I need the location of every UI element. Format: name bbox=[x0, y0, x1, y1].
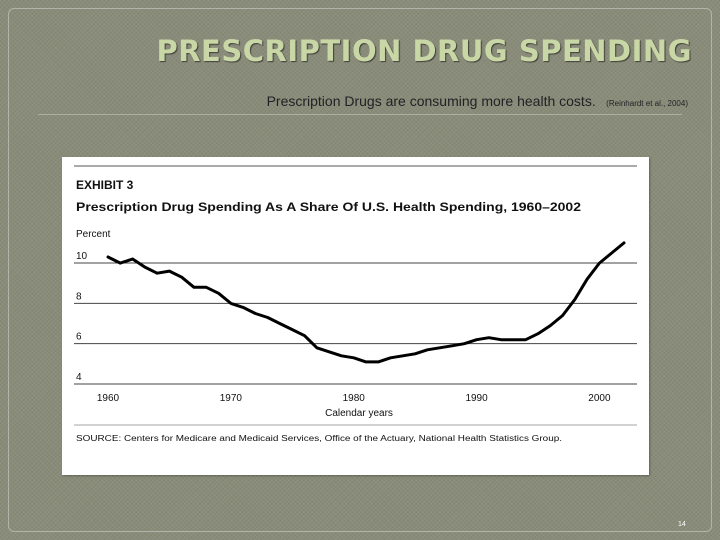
x-tick-labels: 1960 1970 1980 1990 2000 bbox=[97, 393, 611, 404]
x-tick-label: 1990 bbox=[465, 393, 488, 404]
subtitle-row: Prescription Drugs are consuming more he… bbox=[267, 93, 688, 111]
slide-number: 14 bbox=[678, 521, 686, 528]
x-tick-label: 1970 bbox=[220, 393, 243, 404]
y-tick-label: 4 bbox=[76, 372, 82, 383]
y-axis-label: Percent bbox=[76, 229, 111, 240]
chart-title: Prescription Drug Spending As A Share Of… bbox=[76, 200, 581, 214]
y-tick-label: 10 bbox=[76, 251, 88, 262]
title-divider bbox=[38, 114, 682, 115]
gridlines bbox=[74, 262, 637, 385]
x-axis-label: Calendar years bbox=[325, 408, 393, 419]
citation: (Reinhardt et al., 2004) bbox=[606, 99, 688, 108]
exhibit-label: EXHIBIT 3 bbox=[76, 178, 134, 192]
y-tick-labels: 10 8 6 4 bbox=[76, 251, 88, 383]
x-tick-label: 2000 bbox=[588, 393, 611, 404]
slide-title: PRESCRIPTION DRUG SPENDING bbox=[156, 34, 692, 68]
line-chart: EXHIBIT 3 Prescription Drug Spending As … bbox=[74, 165, 637, 443]
x-tick-label: 1960 bbox=[97, 393, 120, 404]
chart-figure: EXHIBIT 3 Prescription Drug Spending As … bbox=[62, 157, 649, 475]
slide-subtitle: Prescription Drugs are consuming more he… bbox=[266, 93, 596, 109]
x-tick-label: 1980 bbox=[343, 393, 366, 404]
series-line bbox=[106, 241, 626, 364]
source-note: SOURCE: Centers for Medicare and Medicai… bbox=[76, 434, 562, 443]
y-tick-label: 6 bbox=[76, 332, 82, 343]
y-tick-label: 8 bbox=[76, 291, 82, 302]
